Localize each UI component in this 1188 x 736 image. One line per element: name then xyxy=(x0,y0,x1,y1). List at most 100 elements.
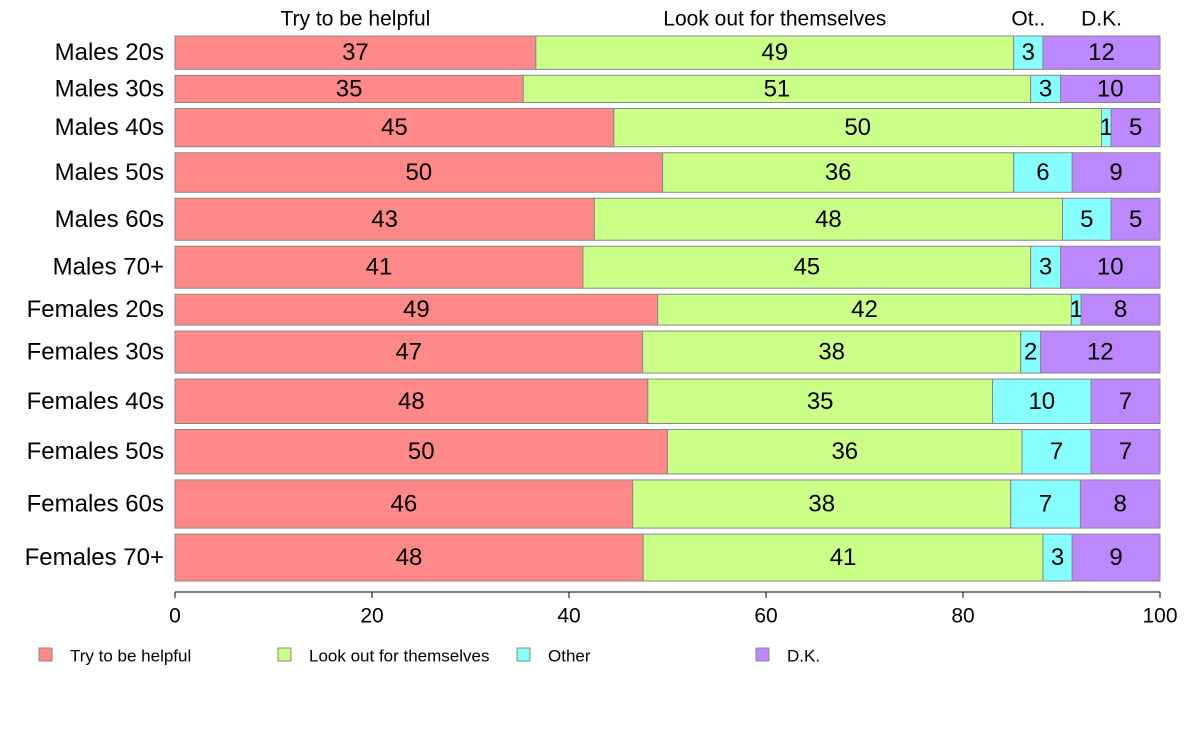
bar-value-label: 3 xyxy=(1051,544,1064,571)
segment-header-label: Try to be helpful xyxy=(281,8,431,31)
bar-segment-females-40s-other xyxy=(992,378,1092,424)
bar-value-label: 7 xyxy=(1119,438,1132,465)
segment-header-labels: Try to be helpful Look out for themselves… xyxy=(281,8,1122,31)
bar-segment-females-50s-look-out-for-themselves xyxy=(667,428,1023,475)
category-label-males-30s: Males 30s xyxy=(55,75,164,102)
bar-value-label: 47 xyxy=(395,339,422,366)
bar-value-label: 1 xyxy=(1100,114,1113,141)
x-tick-label: 0 xyxy=(169,605,181,628)
bar-value-label: 48 xyxy=(815,206,842,233)
x-tick-label: 20 xyxy=(360,605,383,628)
category-label-females-30s: Females 30s xyxy=(27,339,164,366)
bar-value-label: 3 xyxy=(1039,75,1052,102)
bar-segment-females-60s-d-k xyxy=(1079,479,1161,529)
bar-segment-males-60s-try-to-be-helpful xyxy=(174,197,595,241)
bar-segment-females-50s-d-k xyxy=(1090,428,1161,475)
bar-segment-males-60s-other xyxy=(1061,197,1112,241)
bar-value-label: 5 xyxy=(1129,114,1142,141)
legend-label-d-k: D.K. xyxy=(787,647,820,666)
bar-value-label: 12 xyxy=(1087,339,1114,366)
bar-segment-males-40s-look-out-for-themselves xyxy=(613,107,1102,148)
category-label-males-60s: Males 60s xyxy=(55,206,164,233)
bar-segment-females-40s-look-out-for-themselves xyxy=(647,378,994,424)
bar-value-label: 9 xyxy=(1109,544,1122,571)
bar-value-label: 50 xyxy=(844,114,871,141)
bar-segment-males-30s-other xyxy=(1030,74,1062,103)
bar-segment-females-40s-d-k xyxy=(1090,378,1161,424)
bar-segment-males-50s-try-to-be-helpful xyxy=(174,152,664,193)
bar-segment-females-20s-try-to-be-helpful xyxy=(174,293,659,326)
x-tick-label: 80 xyxy=(951,605,974,628)
bar-value-label: 2 xyxy=(1024,339,1037,366)
legend-swatch-other xyxy=(516,647,531,662)
x-tick-label: 100 xyxy=(1142,605,1177,628)
bar-value-label: 41 xyxy=(366,254,393,281)
bar-value-label: 6 xyxy=(1036,159,1049,186)
bar-segment-females-60s-try-to-be-helpful xyxy=(174,479,634,529)
bar-segment-females-70-d-k xyxy=(1071,533,1161,582)
bar-segment-males-60s-d-k xyxy=(1110,197,1161,241)
bar-segment-males-20s-look-out-for-themselves xyxy=(535,35,1015,70)
bar-value-label: 36 xyxy=(825,159,852,186)
bar-segment-females-30s-look-out-for-themselves xyxy=(642,330,1022,374)
bar-value-label: 51 xyxy=(764,75,791,102)
bar-segment-males-20s-d-k xyxy=(1042,35,1161,70)
bar-value-label: 8 xyxy=(1114,491,1127,518)
segment-header-label: Look out for themselves xyxy=(663,8,886,31)
legend-label-other: Other xyxy=(548,647,591,666)
bar-value-label: 35 xyxy=(807,388,834,415)
x-tick-label: 40 xyxy=(557,605,580,628)
bar-value-label: 50 xyxy=(408,438,435,465)
segment-header-label: D.K. xyxy=(1081,8,1122,31)
x-tick-label: 60 xyxy=(754,605,777,628)
bar-segment-males-70-other xyxy=(1030,245,1062,289)
segment-header-label: Ot.. xyxy=(1011,8,1045,31)
bar-segment-males-20s-try-to-be-helpful xyxy=(174,35,537,70)
category-label-females-40s: Females 40s xyxy=(27,388,164,415)
bar-value-label: 45 xyxy=(381,114,408,141)
category-label-males-40s: Males 40s xyxy=(55,114,164,141)
bar-segment-males-40s-try-to-be-helpful xyxy=(174,107,615,148)
legend-swatch-look-out-for-themselves xyxy=(277,647,292,662)
bar-value-label: 46 xyxy=(390,491,417,518)
bar-value-label: 48 xyxy=(396,544,423,571)
legend-label-try-to-be-helpful: Try to be helpful xyxy=(70,647,191,666)
bar-segment-females-50s-other xyxy=(1021,428,1092,475)
bar-value-label: 38 xyxy=(818,339,845,366)
bar-value-label: 36 xyxy=(831,438,858,465)
bar-segment-females-40s-try-to-be-helpful xyxy=(174,378,649,424)
legend-label-look-out-for-themselves: Look out for themselves xyxy=(309,647,489,666)
bar-value-label: 35 xyxy=(336,75,363,102)
bar-segment-females-30s-d-k xyxy=(1040,330,1161,374)
category-label-females-60s: Females 60s xyxy=(27,491,164,518)
category-label-females-70: Females 70+ xyxy=(25,544,164,571)
bar-value-label: 10 xyxy=(1097,75,1124,102)
bar-value-label: 7 xyxy=(1039,491,1052,518)
bar-segment-females-30s-try-to-be-helpful xyxy=(174,330,644,374)
bar-value-label: 12 xyxy=(1088,39,1115,66)
bar-segment-males-50s-d-k xyxy=(1071,152,1161,193)
category-label-males-70: Males 70+ xyxy=(53,254,164,281)
bar-segment-males-70-try-to-be-helpful xyxy=(174,245,584,289)
bar-value-label: 3 xyxy=(1022,39,1035,66)
x-axis: 0 20 40 60 80 100 xyxy=(169,591,1178,628)
bar-value-label: 49 xyxy=(761,39,788,66)
bar-value-label: 45 xyxy=(793,254,820,281)
category-labels: Males 20s Males 30s Males 40s Males 50s Male… xyxy=(25,39,164,571)
bar-segment-males-20s-other xyxy=(1013,35,1044,70)
bar-segment-males-30s-try-to-be-helpful xyxy=(174,74,524,103)
bar-segment-males-50s-look-out-for-themselves xyxy=(662,152,1015,193)
category-label-females-20s: Females 20s xyxy=(27,296,164,323)
bar-value-label: 3 xyxy=(1039,254,1052,281)
bar-value-label: 38 xyxy=(808,491,835,518)
bar-value-label: 42 xyxy=(851,296,878,323)
bar-segment-males-30s-look-out-for-themselves xyxy=(522,74,1032,103)
bar-segment-females-50s-try-to-be-helpful xyxy=(174,428,668,475)
bar-value-label: 43 xyxy=(371,206,398,233)
bar-segment-males-40s-d-k xyxy=(1110,107,1161,148)
bar-value-label: 9 xyxy=(1109,159,1122,186)
legend-swatch-d-k xyxy=(755,647,770,662)
bar-value-label: 5 xyxy=(1080,206,1093,233)
bar-value-label: 49 xyxy=(403,296,430,323)
